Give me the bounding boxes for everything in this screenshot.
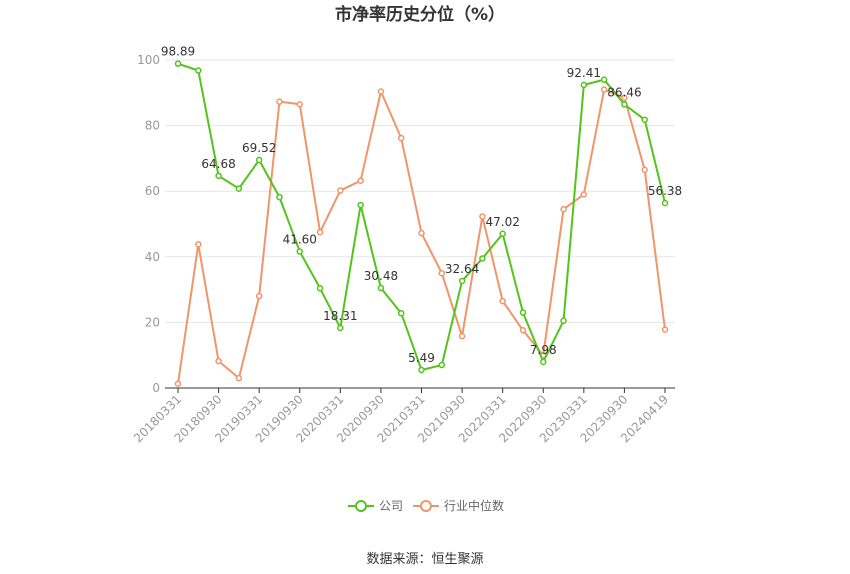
data-point (276, 193, 283, 201)
data-labels: 98.89 64.68 69.52 41.60 18.31 30.48 5.49 32.64 4… (161, 45, 682, 365)
y-tick-label: 60 (145, 184, 160, 198)
chart-title: 市净率历史分位（%） (335, 4, 505, 25)
data-point (641, 116, 648, 123)
source-note: 数据来源：恒生聚源 (366, 552, 483, 567)
data-point (418, 366, 425, 374)
data-point (316, 228, 324, 236)
data-label: 32.64 (445, 262, 479, 276)
data-point (519, 327, 527, 334)
data-point (235, 374, 243, 382)
data-point (600, 76, 608, 83)
series-line (177, 62, 666, 371)
data-point (357, 177, 364, 184)
data-point (641, 166, 648, 174)
data-label: 47.02 (485, 215, 519, 229)
data-label: 41.60 (283, 233, 317, 247)
data-point (296, 248, 303, 255)
data-label: 5.49 (408, 351, 435, 365)
data-point (215, 172, 222, 180)
data-point (235, 185, 243, 192)
y-tick-label: 0 (152, 381, 160, 395)
data-point (458, 277, 466, 285)
data-point (661, 326, 669, 333)
data-point (195, 241, 202, 248)
data-label: 98.89 (161, 45, 195, 59)
data-point (499, 230, 506, 238)
data-point (296, 101, 303, 108)
data-label: 56.38 (648, 184, 682, 198)
data-point (519, 309, 527, 316)
data-point (438, 269, 446, 277)
data-point (540, 358, 547, 366)
series-lines (174, 60, 669, 387)
y-tick-label: 100 (137, 53, 160, 67)
axes: 0204060801002018033120180930201903312019… (131, 53, 675, 445)
legend[interactable]: 公司 行业中位数 (348, 498, 504, 513)
data-point (580, 191, 588, 198)
legend-item[interactable]: 公司 (348, 499, 403, 513)
data-point (580, 81, 588, 89)
data-label: 7.98 (530, 343, 557, 357)
data-point (458, 332, 466, 340)
data-point (499, 297, 506, 305)
data-point (215, 357, 222, 365)
y-tick-label: 20 (145, 315, 160, 329)
grid (165, 59, 675, 323)
data-point (337, 187, 344, 194)
data-point (438, 361, 446, 369)
data-point (479, 213, 486, 220)
data-point (255, 292, 263, 300)
data-point (195, 67, 202, 74)
y-tick-label: 40 (145, 250, 160, 264)
data-point (397, 134, 405, 142)
data-point (174, 380, 182, 387)
legend-marker (420, 500, 432, 512)
series-line (177, 88, 666, 384)
data-point (600, 86, 608, 93)
data-label: 64.68 (201, 157, 235, 171)
y-tick-label: 80 (145, 119, 160, 133)
data-point (276, 98, 283, 105)
data-point (418, 229, 425, 237)
data-point (479, 255, 486, 262)
data-point (377, 88, 385, 95)
data-point (255, 156, 263, 164)
data-label: 92.41 (567, 66, 601, 80)
data-label: 86.46 (607, 85, 641, 99)
data-point (621, 101, 628, 108)
data-label: 18.31 (323, 309, 357, 323)
data-label: 30.48 (364, 269, 398, 283)
data-point (377, 284, 385, 292)
legend-label: 行业中位数 (444, 498, 504, 513)
data-point (397, 309, 405, 317)
data-point (560, 317, 567, 325)
data-label: 69.52 (242, 141, 276, 155)
legend-label: 公司 (379, 499, 403, 513)
data-point (621, 94, 628, 101)
data-point (661, 199, 669, 207)
data-point (316, 285, 324, 292)
legend-item[interactable]: 行业中位数 (413, 498, 504, 513)
data-point (337, 324, 344, 332)
legend-marker (355, 500, 367, 512)
data-point (560, 205, 567, 213)
data-point (357, 201, 364, 209)
data-point (174, 60, 182, 67)
